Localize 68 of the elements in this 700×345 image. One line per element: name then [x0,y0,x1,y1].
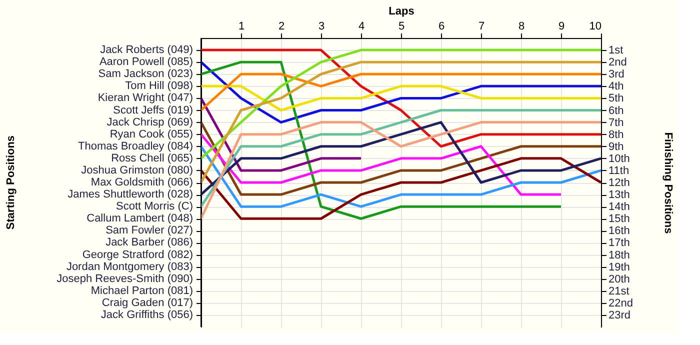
text: Joshua Grimston (080) [81,164,193,176]
y-axis-title: Finishing Positions [662,132,674,234]
line-series [201,121,601,196]
text: Jack Chrisp (069) [106,116,193,128]
x-tick-label: 1 [238,20,245,32]
line-series [201,145,601,208]
line-series [201,133,562,196]
y-tick-label: 15th [608,213,630,226]
y-tick-label: 9th [608,140,624,153]
y-tick-label: 18th [608,249,630,262]
y-tick-label: 3rd [608,68,624,81]
y-tick-label: 6th [608,104,624,117]
y-tick-label: 1st [608,44,624,57]
x-tick-label: 4 [358,20,365,32]
text: Michael Parton (081) [90,284,193,297]
text: James Shuttleworth (028) [68,188,193,201]
text: Joseph Reeves-Smith (090) [56,272,193,285]
line-series [201,60,601,124]
text: Max Goldsmith (066) [90,176,193,188]
y-tick-label: 7th [608,116,624,129]
y-tick-label: 5th [608,92,624,105]
y-tick-label: 22nd [608,297,633,310]
y-tick-label: 23rd [608,309,631,322]
text: Thomas Broadley (084) [78,140,193,152]
y-tick-label: 14th [608,201,630,214]
x-tick-label: 3 [318,20,325,32]
text: Jordan Montgomery (083) [66,260,193,273]
text: Tom Hill (098) [125,80,193,92]
text: Ross Chell (065) [111,152,193,164]
line-series [201,157,601,220]
y-tick-label: 16th [608,225,630,238]
text: Scott Jeffs (019) [113,104,193,116]
text: Callum Lambert (048) [86,212,193,225]
x-tick-label: 9 [558,20,565,32]
text: Jack Griffiths (056) [100,308,193,321]
text: Jack Barber (086) [106,236,193,249]
y-tick-label: 13th [608,189,630,202]
text: Sam Fowler (027) [106,224,193,237]
y-tick-label: 17th [608,237,630,250]
text: Craig Gaden (017) [102,296,193,309]
y-tick-label: 19th [608,261,630,274]
y-tick-label: 10th [608,152,630,165]
x-tick-label: 8 [518,20,525,32]
line-series [201,109,601,208]
line-series [201,121,601,220]
text: Scott Morris (C) [116,200,193,213]
y-tick-label: 2nd [608,56,627,69]
text: Kieran Wright (047) [98,92,193,104]
text: George Stratford (082) [82,248,193,261]
x-tick-label: 7 [478,20,485,32]
y-tick-label: 8th [608,128,624,141]
y-tick-label: 12th [608,177,630,189]
text: Starting Positions [5,135,17,230]
text: Jack Roberts (049) [100,44,193,56]
x-axis-title: Laps [388,6,414,18]
y-tick-label: 4th [608,80,624,93]
x-tick-label: 2 [278,20,285,32]
x-tick-label: 5 [398,20,405,32]
y-tick-label: 11th [608,164,630,177]
text: Sam Jackson (023) [98,68,193,80]
y-tick-label: 21st [608,285,630,298]
x-tick-label: 10 [589,20,602,32]
line-series [201,60,601,184]
x-tick-label: 6 [438,20,445,32]
y-tick-label: 20th [608,273,630,286]
text: Ryan Cook (055) [110,128,193,140]
line-series [201,60,562,220]
text: Aaron Powell (085) [99,56,193,68]
